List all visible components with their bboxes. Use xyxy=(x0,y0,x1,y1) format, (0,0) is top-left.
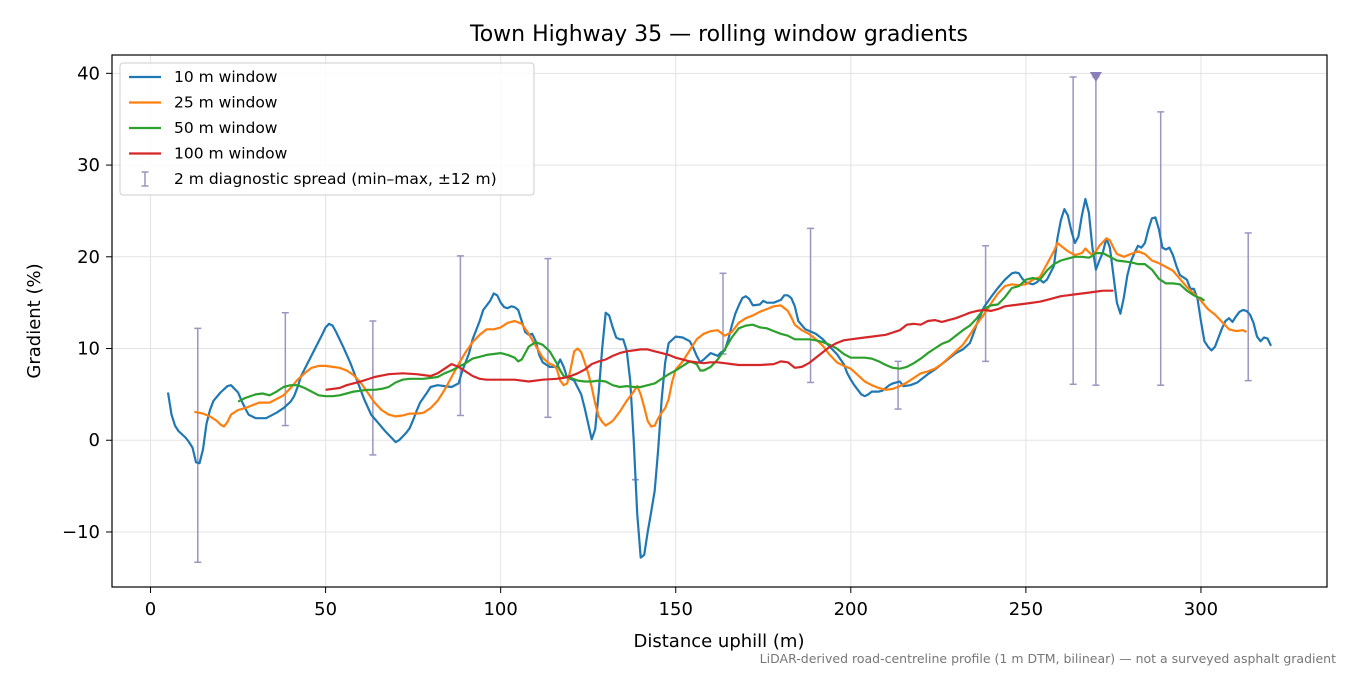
x-tick-label: 250 xyxy=(1009,599,1043,620)
y-tick-label: 20 xyxy=(77,247,100,268)
legend-label: 25 m window xyxy=(174,94,278,112)
y-tick-label: 40 xyxy=(77,63,100,84)
chart-title: Town Highway 35 — rolling window gradien… xyxy=(469,22,968,47)
legend: 10 m window 25 m window 50 m window 100 m w… xyxy=(119,62,535,196)
series-layer xyxy=(166,197,1272,559)
diagnostic-spread-bar xyxy=(807,227,815,384)
legend-box xyxy=(119,62,535,196)
diagnostic-spread-bar xyxy=(1089,72,1102,386)
y-tick-label: −10 xyxy=(62,522,100,543)
series-line xyxy=(237,252,1206,403)
x-tick-label: 150 xyxy=(659,599,693,620)
x-tick-label: 300 xyxy=(1184,599,1218,620)
y-tick-label: 30 xyxy=(77,155,100,176)
y-tick-label: 10 xyxy=(77,339,100,360)
x-axis-label: Distance uphill (m) xyxy=(634,631,805,652)
diagnostic-spread-bar xyxy=(456,255,464,417)
legend-label: 100 m window xyxy=(174,145,288,163)
diagnostic-spread-bar xyxy=(1069,76,1077,386)
y-tick-label: 0 xyxy=(89,430,100,451)
legend-label: 10 m window xyxy=(174,68,278,86)
legend-label: 50 m window xyxy=(174,119,278,137)
x-tick-label: 50 xyxy=(314,599,337,620)
diagnostic-spread-bar xyxy=(544,257,552,419)
diagnostic-spread-layer xyxy=(194,72,1252,563)
y-axis-label: Gradient (%) xyxy=(24,263,45,378)
clipped-value-marker xyxy=(1089,72,1102,83)
series-line xyxy=(194,237,1248,428)
x-tick-label: 200 xyxy=(834,599,868,620)
diagnostic-spread-bar xyxy=(1157,111,1165,386)
x-axis-ticks: 0 50 100 150 200 250 300 xyxy=(145,587,1218,620)
series-line xyxy=(166,197,1272,559)
diagnostic-spread-bar xyxy=(719,272,727,355)
diagnostic-spread-bar xyxy=(369,320,377,456)
diagnostic-spread-bar xyxy=(194,327,202,563)
diagnostic-spread-bar xyxy=(1244,232,1252,382)
chart-caption: LiDAR-derived road-centreline profile (1… xyxy=(759,651,1336,666)
x-tick-label: 100 xyxy=(483,599,517,620)
legend-label: 2 m diagnostic spread (min–max, ±12 m) xyxy=(174,170,497,188)
series-line xyxy=(325,289,1114,391)
x-tick-label: 0 xyxy=(145,599,156,620)
y-axis-ticks: −10 0 10 20 30 40 xyxy=(62,63,112,543)
plot-frame xyxy=(111,54,1328,588)
